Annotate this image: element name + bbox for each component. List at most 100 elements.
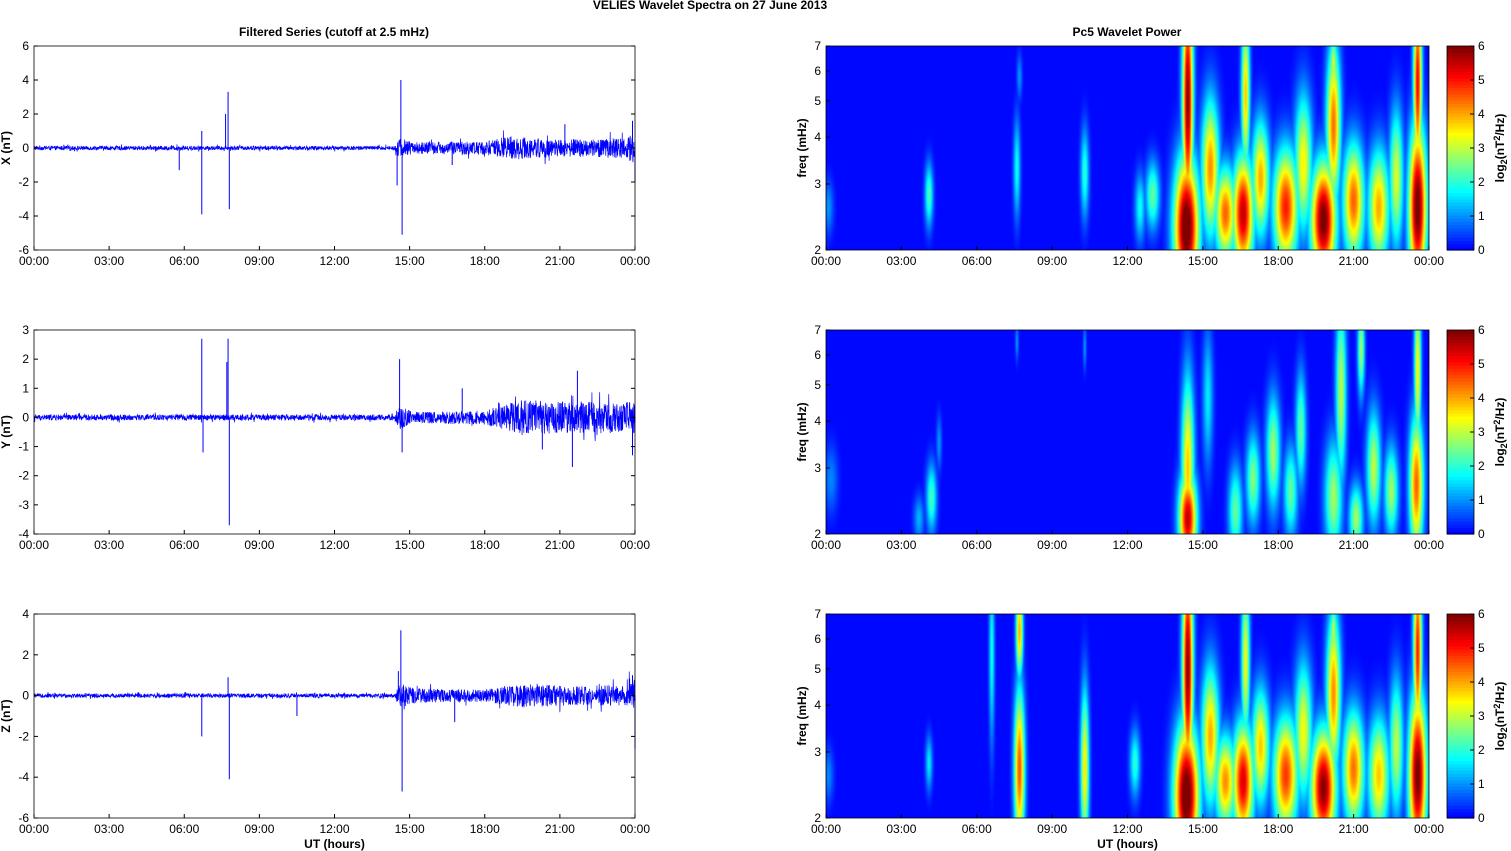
x-tick-label: 09:00 — [244, 538, 274, 552]
colorbar-swatch — [1447, 447, 1474, 452]
colorbar-swatch — [1447, 693, 1474, 698]
y-axis-label: freq (mHz) — [795, 686, 809, 745]
colorbar-swatch — [1447, 355, 1474, 360]
x-tick-label: 12:00 — [1112, 254, 1142, 268]
colorbar-swatch — [1447, 511, 1474, 516]
colorbar-swatch — [1447, 757, 1474, 762]
colorbar-swatch — [1447, 696, 1474, 701]
x-tick-label: 21:00 — [1339, 538, 1369, 552]
colorbar-swatch — [1447, 492, 1474, 497]
colorbar-swatch — [1447, 460, 1474, 465]
colorbar-swatch — [1447, 390, 1474, 395]
y-tick-label: -6 — [18, 811, 29, 825]
x-tick-label: 09:00 — [244, 254, 274, 268]
y-tick-label: -2 — [18, 469, 29, 483]
colorbar-swatch — [1447, 428, 1474, 433]
colorbar-swatch — [1447, 339, 1474, 344]
colorbar-swatch — [1447, 712, 1474, 717]
colorbar-tick-label: 2 — [1478, 743, 1485, 757]
x-tick-label: 15:00 — [395, 822, 425, 836]
colorbar-tick-label: 5 — [1478, 641, 1485, 655]
colorbar-swatch — [1447, 425, 1474, 430]
x-tick-label: 18:00 — [470, 822, 500, 836]
x-tick-label: 18:00 — [470, 538, 500, 552]
colorbar-swatch — [1447, 744, 1474, 749]
y-tick-label: 4 — [814, 130, 821, 144]
colorbar-swatch — [1447, 805, 1474, 810]
colorbar-label-part: 2 — [1499, 727, 1509, 732]
colorbar-swatch — [1447, 798, 1474, 803]
colorbar-swatch — [1447, 49, 1474, 53]
timeseries-panel-z-series: -6 -4 -2 0 2 4 Z (nT) 00:00 03:00 06:00 09:00 12:00… — [0, 607, 650, 851]
colorbar-tick-label: 3 — [1478, 425, 1485, 439]
x-tick-label: 00:00 — [811, 254, 841, 268]
colorbar-swatch — [1447, 336, 1474, 341]
colorbar-swatch — [1447, 521, 1474, 526]
x-tick-label: 06:00 — [169, 822, 199, 836]
colorbar-swatch — [1447, 234, 1474, 238]
x-tick-label: 00:00 — [1414, 822, 1444, 836]
colorbar-swatch — [1447, 486, 1474, 490]
colorbar-swatch — [1447, 725, 1474, 730]
colorbar-swatch — [1447, 71, 1474, 76]
colorbar-swatch — [1447, 358, 1474, 363]
colorbar-swatch — [1447, 735, 1474, 739]
colorbar-swatch — [1447, 368, 1474, 373]
colorbar-swatch — [1447, 416, 1474, 420]
colorbar-swatch — [1447, 716, 1474, 720]
series-line — [33, 392, 636, 442]
colorbar-tick-label: 6 — [1478, 323, 1485, 337]
colorbar-swatch — [1447, 483, 1474, 487]
colorbar-swatch — [1447, 719, 1474, 723]
colorbar-swatch — [1447, 167, 1474, 171]
wavelet-panel-z-power: 2 3 4 5 6 7 freq (mHz) 00:00 03:00 06:00 09:00 12:0… — [795, 607, 1509, 851]
colorbar-swatch — [1447, 792, 1474, 797]
colorbar-swatch — [1447, 795, 1474, 800]
colorbar-swatch — [1447, 58, 1474, 63]
x-tick-label: 12:00 — [319, 254, 349, 268]
colorbar-swatch — [1447, 396, 1474, 401]
y-tick-label: 3 — [814, 745, 821, 759]
colorbar-swatch — [1447, 195, 1474, 200]
colorbar-label-part: /Hz) — [1493, 114, 1507, 136]
x-tick-label: 00:00 — [811, 822, 841, 836]
y-axis-label: X (nT) — [0, 131, 13, 165]
colorbar-swatch — [1447, 763, 1474, 768]
x-tick-label: 18:00 — [1263, 822, 1293, 836]
colorbar-swatch — [1447, 243, 1474, 248]
y-tick-label: 2 — [814, 527, 821, 541]
y-tick-label: 4 — [22, 73, 29, 87]
x-tick-label: 12:00 — [1112, 538, 1142, 552]
y-tick-label: 4 — [22, 607, 29, 621]
colorbar-swatch — [1447, 636, 1474, 641]
y-tick-label: 2 — [22, 107, 29, 121]
colorbar-swatch — [1447, 617, 1474, 621]
x-tick-label: 21:00 — [545, 538, 575, 552]
colorbar-swatch — [1447, 814, 1474, 819]
colorbar-swatch — [1447, 722, 1474, 727]
y-tick-label: 5 — [814, 94, 821, 108]
x-tick-label: 09:00 — [1037, 538, 1067, 552]
colorbar-tick-label: 2 — [1478, 459, 1485, 473]
x-tick-label: 00:00 — [620, 822, 650, 836]
colorbar-swatch — [1447, 741, 1474, 746]
colorbar-tick-label: 0 — [1478, 811, 1485, 825]
colorbar-tick-label: 3 — [1478, 141, 1485, 155]
colorbar-swatch — [1447, 97, 1474, 101]
colorbar-swatch — [1447, 498, 1474, 503]
colorbar-swatch — [1447, 476, 1474, 481]
colorbar-swatch — [1447, 409, 1474, 414]
colorbar-swatch — [1447, 237, 1474, 242]
colorbar-swatch — [1447, 179, 1474, 184]
x-tick-label: 21:00 — [545, 822, 575, 836]
y-tick-label: 7 — [814, 607, 821, 621]
colorbar-swatch — [1447, 687, 1474, 692]
colorbar-swatch — [1447, 776, 1474, 781]
colorbar-swatch — [1447, 186, 1474, 191]
colorbar-swatch — [1447, 518, 1474, 522]
y-tick-label: 4 — [814, 698, 821, 712]
colorbar-tick-label: 1 — [1478, 777, 1485, 791]
colorbar-swatch — [1447, 629, 1474, 634]
x-tick-label: 00:00 — [620, 538, 650, 552]
